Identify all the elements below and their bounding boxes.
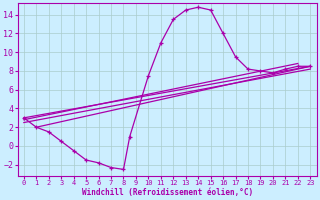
X-axis label: Windchill (Refroidissement éolien,°C): Windchill (Refroidissement éolien,°C) [82, 188, 253, 197]
